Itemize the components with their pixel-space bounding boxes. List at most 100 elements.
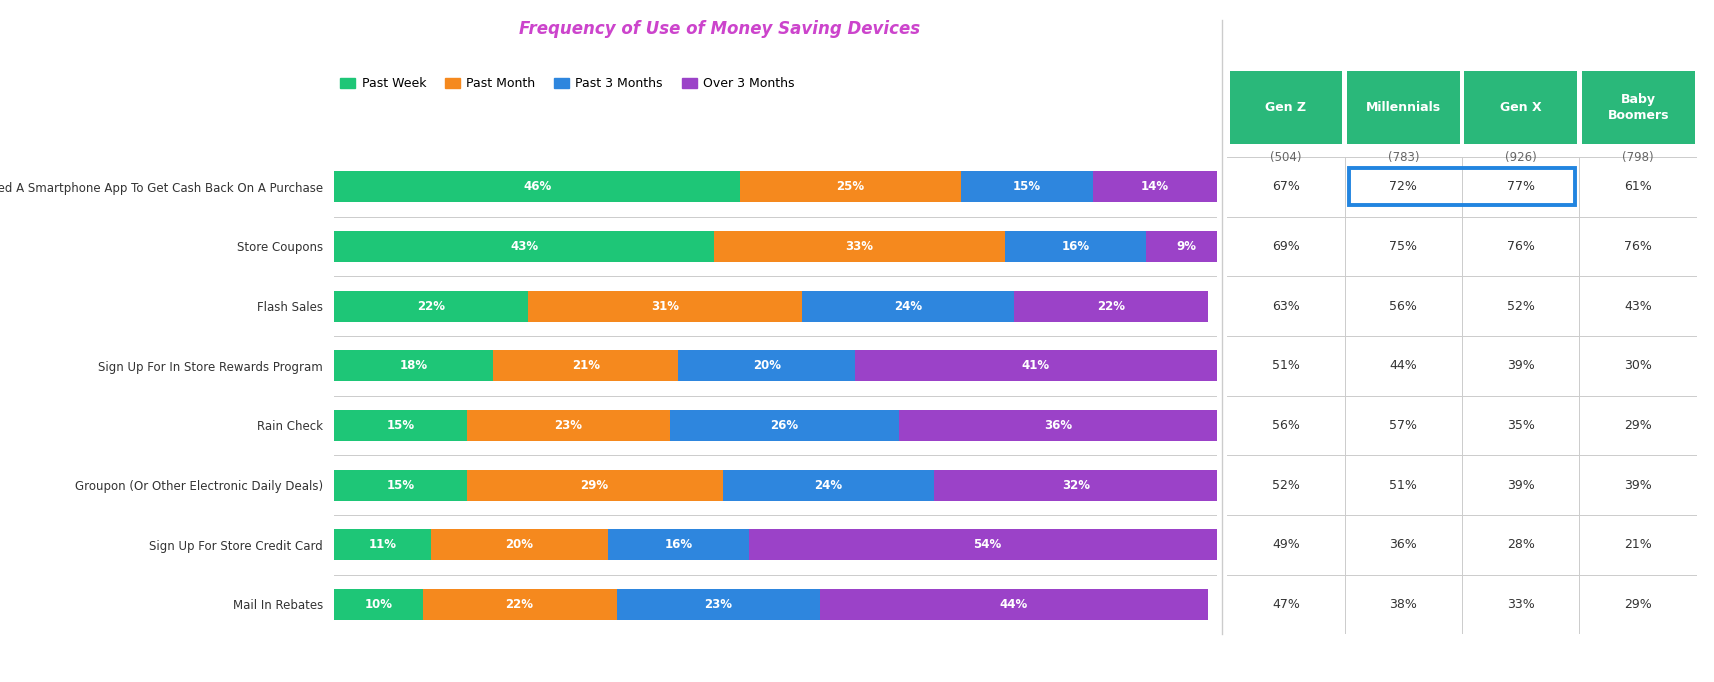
Text: 29%: 29% [581, 479, 608, 492]
Text: 33%: 33% [845, 240, 874, 253]
Text: 72%: 72% [1390, 180, 1417, 193]
Text: 38%: 38% [1390, 598, 1417, 611]
Bar [334, 529, 432, 561]
Text: 29%: 29% [1625, 419, 1652, 432]
Bar [334, 351, 494, 381]
Text: 51%: 51% [1390, 479, 1417, 492]
Text: 15%: 15% [386, 479, 415, 492]
Text: 36%: 36% [1390, 538, 1417, 551]
Bar [819, 589, 1208, 620]
Bar [1015, 291, 1208, 322]
FancyBboxPatch shape [1229, 70, 1342, 145]
Text: 16%: 16% [665, 538, 692, 551]
Text: Millennials: Millennials [1366, 101, 1441, 114]
Bar [670, 410, 900, 441]
Text: 39%: 39% [1507, 479, 1534, 492]
Text: (798): (798) [1623, 151, 1654, 164]
Text: 52%: 52% [1272, 479, 1299, 492]
Text: 67%: 67% [1272, 180, 1299, 193]
Bar [1004, 231, 1147, 262]
Text: 21%: 21% [572, 359, 600, 372]
Text: 23%: 23% [554, 419, 583, 432]
Text: 69%: 69% [1272, 240, 1299, 253]
Text: 18%: 18% [399, 359, 428, 372]
Text: 29%: 29% [1625, 598, 1652, 611]
FancyBboxPatch shape [1347, 70, 1460, 145]
Bar [432, 529, 608, 561]
Text: 20%: 20% [506, 538, 533, 551]
Text: 11%: 11% [369, 538, 396, 551]
Bar [334, 470, 466, 501]
Text: 39%: 39% [1507, 359, 1534, 372]
Bar [749, 529, 1226, 561]
Text: 24%: 24% [814, 479, 843, 492]
Text: 76%: 76% [1507, 240, 1534, 253]
Bar [466, 410, 670, 441]
Bar [494, 351, 679, 381]
Bar [334, 410, 466, 441]
Text: Frequency of Use of Money Saving Devices: Frequency of Use of Money Saving Devices [519, 20, 920, 38]
Text: Baby
Boomers: Baby Boomers [1608, 93, 1669, 122]
Text: 56%: 56% [1272, 419, 1299, 432]
Bar [466, 470, 723, 501]
Bar [962, 171, 1094, 202]
Bar [528, 291, 802, 322]
Bar [608, 529, 749, 561]
Bar [334, 231, 713, 262]
Text: 43%: 43% [511, 240, 538, 253]
Bar [934, 470, 1217, 501]
Bar [900, 410, 1217, 441]
Text: 44%: 44% [1390, 359, 1417, 372]
Text: 30%: 30% [1625, 359, 1652, 372]
Text: 41%: 41% [1022, 359, 1051, 372]
Text: (926): (926) [1505, 151, 1537, 164]
Legend: Past Week, Past Month, Past 3 Months, Over 3 Months: Past Week, Past Month, Past 3 Months, Ov… [341, 77, 794, 90]
Text: 49%: 49% [1272, 538, 1299, 551]
Text: (783): (783) [1388, 151, 1419, 164]
Text: 75%: 75% [1390, 240, 1417, 253]
Bar [723, 470, 934, 501]
Bar [422, 589, 617, 620]
Text: 44%: 44% [999, 598, 1028, 611]
FancyBboxPatch shape [1582, 70, 1695, 145]
Bar [1147, 231, 1226, 262]
Text: 33%: 33% [1507, 598, 1534, 611]
Text: 77%: 77% [1507, 180, 1534, 193]
Bar [802, 291, 1015, 322]
Text: 15%: 15% [386, 419, 415, 432]
Text: 16%: 16% [1061, 240, 1090, 253]
Text: 28%: 28% [1507, 538, 1534, 551]
Text: 35%: 35% [1507, 419, 1534, 432]
Text: 26%: 26% [770, 419, 799, 432]
Text: 21%: 21% [1625, 538, 1652, 551]
Text: 54%: 54% [974, 538, 1001, 551]
Text: 63%: 63% [1272, 299, 1299, 312]
Text: 47%: 47% [1272, 598, 1299, 611]
Text: 25%: 25% [836, 180, 864, 193]
Text: 51%: 51% [1272, 359, 1299, 372]
Bar [334, 171, 740, 202]
Text: 39%: 39% [1625, 479, 1652, 492]
Bar [617, 589, 819, 620]
Text: 52%: 52% [1507, 299, 1534, 312]
Text: 31%: 31% [651, 299, 679, 312]
Text: 9%: 9% [1176, 240, 1196, 253]
Text: 23%: 23% [704, 598, 732, 611]
Text: 14%: 14% [1142, 180, 1169, 193]
Bar [334, 589, 422, 620]
Text: 10%: 10% [365, 598, 393, 611]
Text: 43%: 43% [1625, 299, 1652, 312]
Text: 46%: 46% [523, 180, 552, 193]
Text: 61%: 61% [1625, 180, 1652, 193]
Bar [334, 291, 528, 322]
Text: 56%: 56% [1390, 299, 1417, 312]
Bar [855, 351, 1217, 381]
Text: 36%: 36% [1044, 419, 1073, 432]
Text: 22%: 22% [417, 299, 446, 312]
Text: 24%: 24% [895, 299, 922, 312]
Text: (504): (504) [1270, 151, 1301, 164]
Text: 15%: 15% [1013, 180, 1040, 193]
Bar [679, 351, 855, 381]
Text: 57%: 57% [1390, 419, 1417, 432]
Text: 76%: 76% [1625, 240, 1652, 253]
